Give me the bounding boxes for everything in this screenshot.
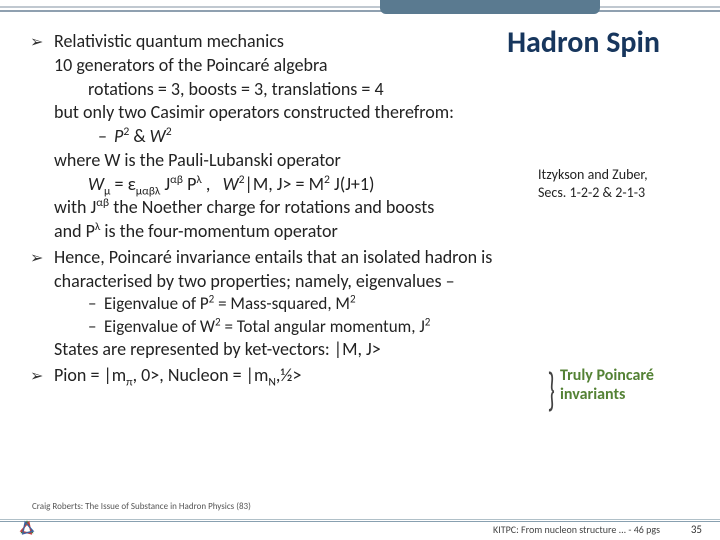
argonne-logo-icon xyxy=(18,520,36,538)
bullet-rqm: Relativistic quantum mechanics 10 genera… xyxy=(30,30,690,244)
bullet-hence: Hence, Poincaré invariance entails that … xyxy=(30,246,690,362)
line: and Pλ is the four-momentum operator xyxy=(54,220,690,244)
line: 10 generators of the Poincaré algebra xyxy=(54,54,690,78)
citation: Craig Roberts: The Issue of Substance in… xyxy=(32,501,251,512)
footer-bar xyxy=(0,518,720,522)
slide-body: Relativistic quantum mechanics 10 genera… xyxy=(30,30,690,390)
line: States are represented by ket-vectors: |… xyxy=(54,338,690,362)
text: Hence, Poincaré invariance entails that … xyxy=(54,246,492,268)
reference-box: Itzykson and Zuber, Secs. 1-2-2 & 2-1-3 xyxy=(538,166,688,202)
eigen-line-1: Eigenvalue of P2 = Mass-squared, M2 xyxy=(54,293,690,315)
invariant-label: Truly Poincaréinvariants xyxy=(560,366,680,404)
slide: Hadron Spin Relativistic quantum mechani… xyxy=(0,0,720,540)
line: rotations = 3, boosts = 3, translations … xyxy=(54,78,690,102)
ref-line-2: Secs. 1-2-2 & 2-1-3 xyxy=(538,184,688,202)
page-number: 35 xyxy=(691,523,702,536)
ref-line-1: Itzykson and Zuber, xyxy=(538,166,688,184)
header-bar xyxy=(0,0,720,20)
casimir-line: P2 & W2 xyxy=(54,125,690,149)
eigen-line-2: Eigenvalue of W2 = Total angular momentu… xyxy=(54,316,690,338)
line: characterised by two properties; namely,… xyxy=(54,270,690,294)
brace-icon: } xyxy=(547,362,554,418)
footer-text: KITPC: From nucleon structure ... - 46 p… xyxy=(493,523,660,536)
text: Relativistic quantum mechanics xyxy=(54,30,284,52)
line: but only two Casimir operators construct… xyxy=(54,101,690,125)
